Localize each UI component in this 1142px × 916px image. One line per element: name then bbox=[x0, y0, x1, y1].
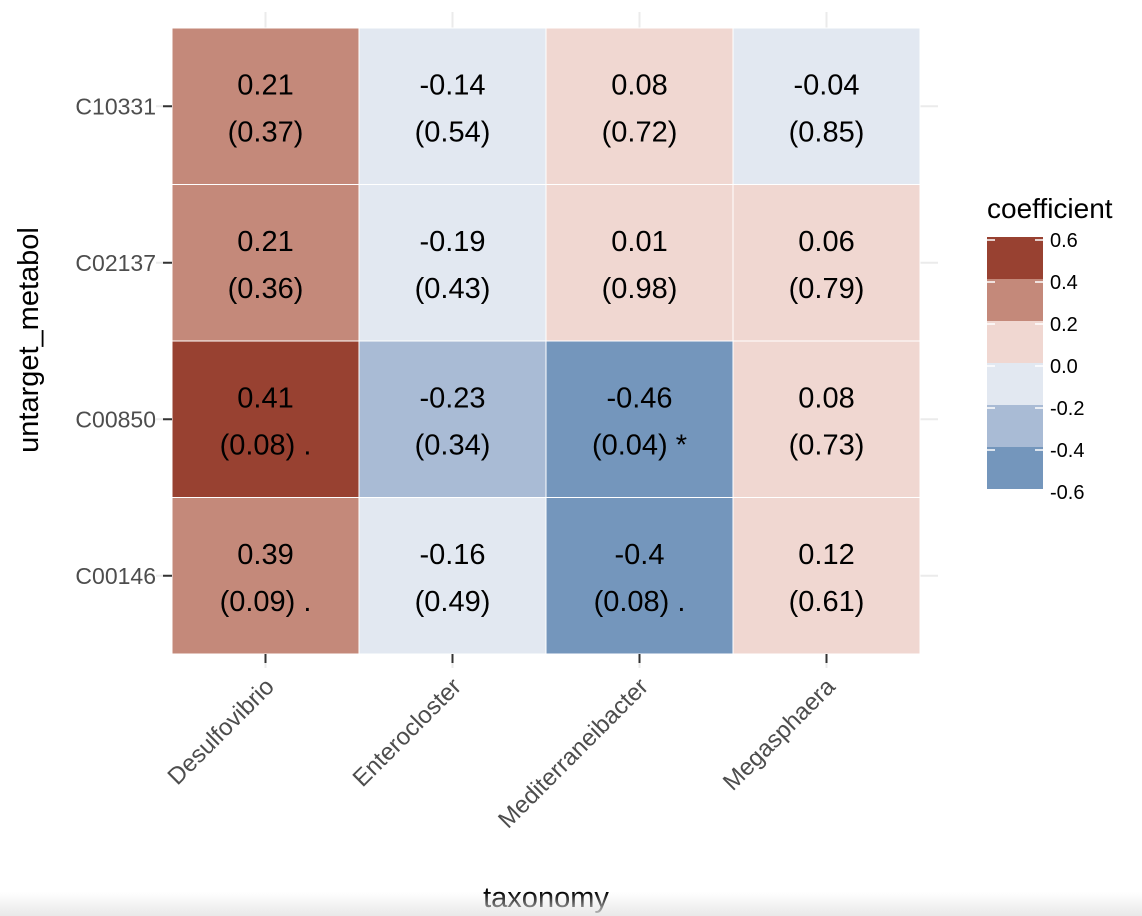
heatmap-cell bbox=[358, 497, 547, 655]
x-axis: Desulfovibrio Enterocloster Mediterraneiba… bbox=[163, 654, 841, 834]
cell-value-label: 0.41 bbox=[237, 382, 293, 414]
heatmap-cell bbox=[732, 340, 921, 498]
heatmap-cell bbox=[358, 340, 547, 498]
cell-pvalue-label: (0.73) bbox=[789, 429, 865, 461]
y-tick-label: C02137 bbox=[75, 250, 156, 276]
heatmap-cell bbox=[171, 497, 360, 655]
legend: coefficient 0.6 0.4 0.2 0.0 -0.2 -0.4 -0.6 bbox=[987, 193, 1113, 504]
cell-value-label: -0.04 bbox=[793, 69, 859, 101]
heatmap-cell bbox=[545, 497, 734, 655]
cell-value-label: 0.08 bbox=[798, 382, 854, 414]
y-axis: C10331 C02137 C00850 C00146 bbox=[75, 93, 172, 589]
cell-value-label: 0.21 bbox=[237, 69, 293, 101]
cell-pvalue-label: (0.85) bbox=[789, 116, 865, 148]
legend-tick-label: -0.2 bbox=[1050, 398, 1084, 420]
legend-tick-label: 0.6 bbox=[1050, 230, 1078, 252]
legend-tick-label: 0.2 bbox=[1050, 314, 1078, 336]
cell-pvalue-label: (0.72) bbox=[602, 116, 678, 148]
heatmap-cells bbox=[171, 27, 921, 655]
heatmap-cell bbox=[545, 27, 734, 185]
x-tick-label: Desulfovibrio bbox=[163, 673, 280, 790]
cell-pvalue-label: (0.54) bbox=[415, 116, 491, 148]
heatmap-cell bbox=[545, 184, 734, 342]
heatmap-cell bbox=[171, 27, 360, 185]
legend-tick-label: 0.4 bbox=[1050, 272, 1078, 294]
x-tick-label: Enterocloster bbox=[348, 673, 467, 792]
cell-pvalue-label: (0.49) bbox=[415, 586, 491, 618]
heatmap-cell bbox=[732, 497, 921, 655]
x-tick-label: Mediterraneibacter bbox=[493, 673, 654, 834]
cell-value-label: 0.08 bbox=[611, 69, 667, 101]
legend-bin bbox=[987, 405, 1043, 447]
legend-tick-label: -0.4 bbox=[1050, 440, 1084, 462]
cell-value-label: 0.12 bbox=[798, 539, 854, 571]
legend-tick-label: -0.6 bbox=[1050, 482, 1084, 504]
cell-value-label: -0.46 bbox=[606, 382, 672, 414]
heatmap-cell bbox=[358, 184, 547, 342]
cell-pvalue-label: (0.98) bbox=[602, 273, 678, 305]
heatmap-cell bbox=[358, 27, 547, 185]
legend-title: coefficient bbox=[987, 193, 1113, 224]
cell-value-label: -0.16 bbox=[419, 539, 485, 571]
cell-pvalue-label: (0.34) bbox=[415, 429, 491, 461]
bottom-fade bbox=[0, 892, 1142, 916]
y-tick-label: C00850 bbox=[75, 406, 156, 432]
cell-pvalue-label: (0.43) bbox=[415, 273, 491, 305]
cell-value-label: 0.39 bbox=[237, 539, 293, 571]
cell-value-label: -0.14 bbox=[419, 69, 485, 101]
heatmap-cell bbox=[545, 340, 734, 498]
cell-value-label: -0.23 bbox=[419, 382, 485, 414]
cell-pvalue-label: (0.09) . bbox=[220, 586, 312, 618]
cell-pvalue-label: (0.04) * bbox=[592, 429, 687, 461]
cell-pvalue-label: (0.37) bbox=[228, 116, 304, 148]
cell-pvalue-label: (0.08) . bbox=[220, 429, 312, 461]
legend-bin bbox=[987, 363, 1043, 405]
legend-bin bbox=[987, 237, 1043, 279]
heatmap-cell bbox=[732, 27, 921, 185]
legend-bin bbox=[987, 447, 1043, 489]
cell-value-label: -0.19 bbox=[419, 226, 485, 258]
cell-labels: 0.21 (0.37) -0.14 (0.54) 0.08 (0.72) -0.04 (0.8… bbox=[220, 69, 865, 618]
x-tick-label: Megasphaera bbox=[718, 673, 841, 796]
cell-value-label: 0.06 bbox=[798, 226, 854, 258]
y-tick-label: C00146 bbox=[75, 563, 156, 589]
cell-value-label: -0.4 bbox=[615, 539, 665, 571]
heatmap-cell bbox=[171, 184, 360, 342]
cell-value-label: 0.21 bbox=[237, 226, 293, 258]
cell-pvalue-label: (0.08) . bbox=[594, 586, 686, 618]
cell-pvalue-label: (0.61) bbox=[789, 586, 865, 618]
cell-pvalue-label: (0.36) bbox=[228, 273, 304, 305]
cell-value-label: 0.01 bbox=[611, 226, 667, 258]
heatmap-cell bbox=[171, 340, 360, 498]
legend-bin bbox=[987, 279, 1043, 321]
y-axis-title: untarget_metabol bbox=[13, 227, 45, 453]
heatmap-cell bbox=[732, 184, 921, 342]
cell-pvalue-label: (0.79) bbox=[789, 273, 865, 305]
legend-bin bbox=[987, 321, 1043, 363]
legend-tick-label: 0.0 bbox=[1050, 356, 1078, 378]
y-tick-label: C10331 bbox=[75, 93, 156, 119]
